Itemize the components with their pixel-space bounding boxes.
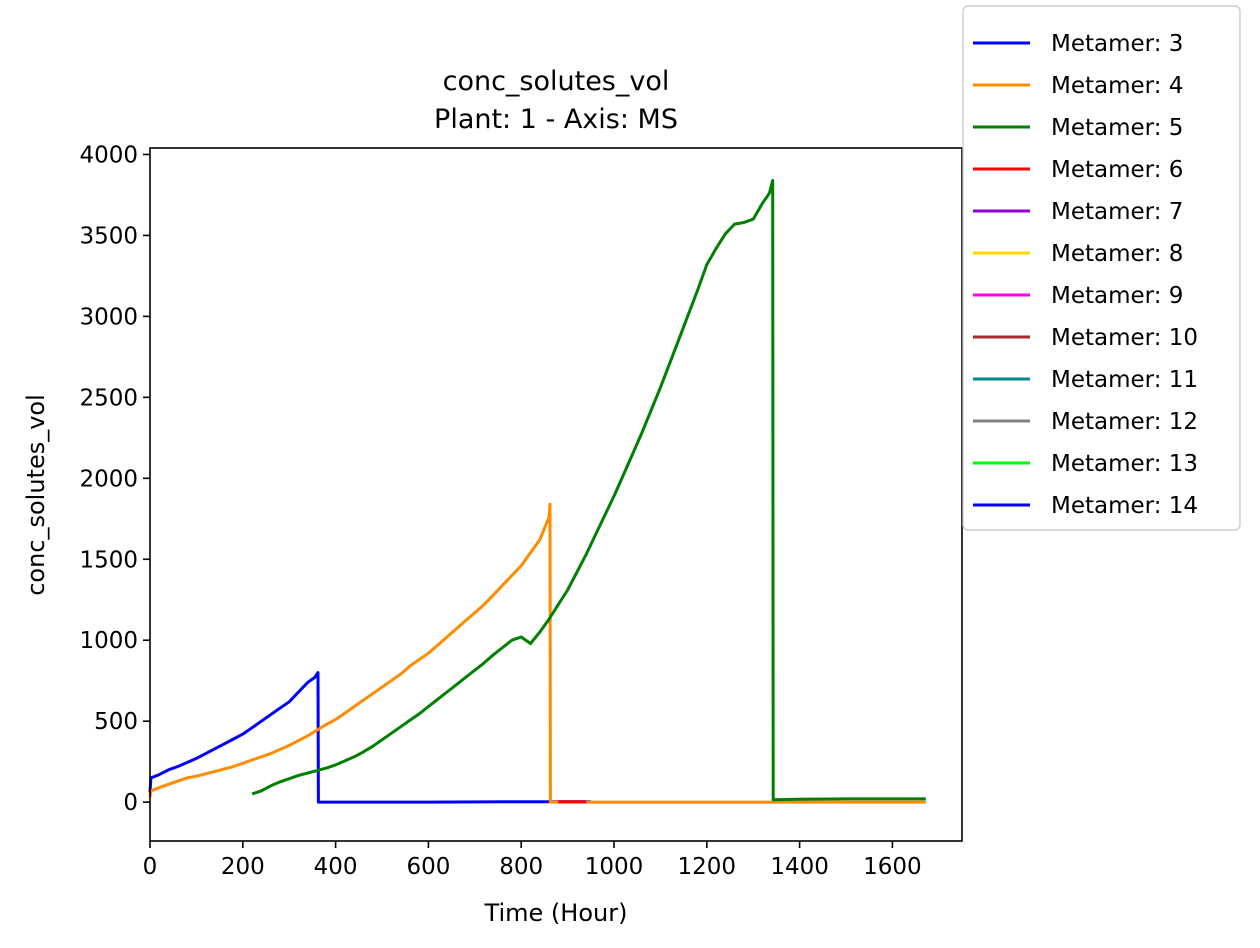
x-axis-label: Time (Hour) <box>484 899 628 927</box>
series-line-2 <box>148 502 926 804</box>
legend-label: Metamer: 14 <box>1051 493 1198 519</box>
legend-label: Metamer: 6 <box>1051 157 1183 183</box>
legend-label: Metamer: 9 <box>1051 283 1183 309</box>
series-layer <box>148 178 926 804</box>
y-tick-label: 3000 <box>79 304 138 330</box>
y-tick-label: 2000 <box>79 466 138 492</box>
legend-label: Metamer: 5 <box>1051 115 1183 141</box>
y-axis-label: conc_solutes_vol <box>22 394 50 596</box>
x-tick-label: 200 <box>221 854 265 880</box>
legend-label: Metamer: 12 <box>1051 409 1198 435</box>
x-tick-label: 600 <box>406 854 450 880</box>
x-tick-label: 400 <box>314 854 358 880</box>
axes-frame <box>149 147 963 842</box>
x-tick-label: 800 <box>499 854 543 880</box>
y-tick-label: 1000 <box>79 628 138 654</box>
y-tick-label: 3500 <box>79 223 138 249</box>
y-tick-label: 2500 <box>79 385 138 411</box>
series-line-1 <box>148 671 591 804</box>
y-tick-layer: 0 500 1000 1500 2000 2500 3000 3500 4000 <box>79 142 150 816</box>
chart-subtitle: Plant: 1 - Axis: MS <box>434 104 678 135</box>
x-tick-label: 1200 <box>678 854 737 880</box>
legend-label: Metamer: 10 <box>1051 325 1198 351</box>
x-tick-label: 1400 <box>770 854 829 880</box>
x-tick-label: 0 <box>143 854 158 880</box>
y-tick-label: 4000 <box>79 142 138 168</box>
legend-label: Metamer: 8 <box>1051 241 1183 267</box>
chart-title: conc_solutes_vol <box>443 66 670 97</box>
series-line-3 <box>251 178 926 802</box>
y-tick-label: 500 <box>94 709 138 735</box>
x-tick-label: 1600 <box>863 854 922 880</box>
legend-label: Metamer: 3 <box>1051 31 1183 57</box>
legend-label: Metamer: 11 <box>1051 367 1198 393</box>
legend-label: Metamer: 7 <box>1051 199 1183 225</box>
y-tick-label: 1500 <box>79 547 138 573</box>
y-tick-label: 0 <box>123 790 138 816</box>
legend-label: Metamer: 13 <box>1051 451 1198 477</box>
chart-legend: Metamer: 3 Metamer: 4 Metamer: 5 Metamer: 6… <box>962 5 1241 531</box>
x-tick-layer: 0 200 400 600 800 1000 1200 1400 1600 <box>143 841 922 880</box>
x-tick-label: 1000 <box>585 854 644 880</box>
legend-label: Metamer: 4 <box>1051 73 1183 99</box>
legend-frame <box>962 5 1241 531</box>
legend-entries: Metamer: 3 Metamer: 4 Metamer: 5 Metamer: 6… <box>973 31 1198 519</box>
plot-area: 0 200 400 600 800 1000 1200 1400 1600 0 500 1000 15… <box>79 142 963 880</box>
